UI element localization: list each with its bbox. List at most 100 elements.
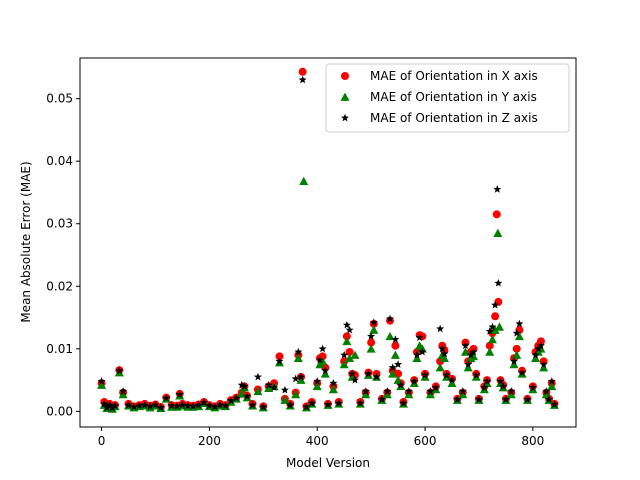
- data-point: [490, 325, 500, 334]
- data-point: [253, 386, 263, 396]
- data-point: [369, 325, 379, 334]
- y-tick-label: 0.02: [46, 279, 73, 293]
- data-point: [264, 380, 273, 389]
- data-point: [474, 395, 483, 403]
- data-point: [480, 383, 489, 391]
- data-point: [342, 332, 351, 341]
- data-point: [237, 380, 246, 389]
- data-point: [105, 400, 114, 409]
- data-point: [539, 363, 549, 372]
- data-point: [539, 360, 548, 368]
- data-point: [151, 400, 160, 409]
- legend-marker-star-icon: [341, 113, 349, 122]
- data-point: [466, 350, 475, 359]
- data-point: [469, 347, 478, 356]
- data-point: [334, 399, 343, 407]
- legend-entry-label: MAE of Orientation in X axis: [370, 69, 538, 83]
- data-point: [472, 370, 481, 379]
- data-point: [367, 332, 376, 340]
- data-point: [541, 389, 551, 399]
- data-point: [270, 383, 279, 391]
- data-point: [232, 394, 241, 402]
- data-point: [320, 369, 330, 378]
- data-point: [342, 336, 352, 346]
- data-point: [545, 395, 554, 403]
- data-point: [129, 402, 138, 411]
- data-point: [388, 369, 398, 378]
- data-point: [297, 372, 306, 381]
- data-point: [528, 383, 537, 391]
- data-point: [275, 352, 284, 361]
- data-point: [102, 403, 111, 412]
- data-point: [194, 400, 203, 409]
- data-point: [367, 338, 376, 347]
- data-point: [298, 75, 307, 84]
- data-point: [205, 401, 214, 410]
- data-point: [485, 347, 495, 356]
- data-point: [291, 374, 300, 383]
- data-point: [493, 185, 502, 193]
- y-axis-title: Mean Absolute Error (MAE): [19, 161, 33, 322]
- data-point: [124, 400, 133, 409]
- data-point: [275, 357, 284, 365]
- data-point: [439, 353, 449, 363]
- data-point: [458, 387, 467, 395]
- data-point: [523, 395, 532, 403]
- data-point: [547, 377, 556, 385]
- data-point: [313, 377, 322, 385]
- data-point: [512, 350, 522, 359]
- data-point: [293, 353, 303, 363]
- data-point: [364, 369, 373, 378]
- data-point: [350, 350, 360, 359]
- data-point: [318, 344, 327, 353]
- data-point: [175, 390, 184, 398]
- data-point: [396, 380, 405, 389]
- data-point: [345, 325, 354, 334]
- data-point: [485, 327, 494, 335]
- data-point: [280, 385, 289, 394]
- data-point: [369, 318, 378, 326]
- data-point: [253, 372, 262, 381]
- data-point: [135, 401, 144, 410]
- data-point: [512, 328, 521, 337]
- data-point: [173, 402, 182, 410]
- data-point: [259, 402, 268, 411]
- data-point: [458, 389, 468, 399]
- data-point: [111, 401, 120, 410]
- data-point: [318, 356, 328, 366]
- y-tick-label: 0.05: [46, 92, 73, 106]
- data-point: [118, 389, 128, 399]
- data-point: [550, 400, 559, 408]
- data-point: [216, 400, 225, 409]
- data-point: [385, 331, 395, 341]
- data-point: [418, 347, 427, 356]
- data-point: [324, 400, 332, 408]
- data-point: [361, 389, 371, 399]
- data-point: [162, 394, 171, 402]
- data-point: [315, 355, 324, 364]
- x-tick-label: 200: [198, 434, 221, 448]
- data-point: [487, 334, 497, 344]
- data-point: [210, 402, 219, 411]
- data-point: [421, 370, 430, 379]
- data-point: [460, 347, 470, 356]
- data-point: [391, 335, 400, 343]
- data-point: [453, 395, 462, 403]
- plot-area-frame: [79, 57, 577, 428]
- data-point: [302, 402, 311, 411]
- data-point: [463, 363, 473, 372]
- data-point: [542, 387, 551, 395]
- data-point: [391, 341, 400, 350]
- data-point: [294, 347, 303, 356]
- data-point: [345, 353, 355, 363]
- data-point: [383, 387, 392, 395]
- data-point: [299, 176, 309, 186]
- data-point: [183, 401, 192, 410]
- data-point: [512, 344, 521, 353]
- data-point: [509, 359, 519, 369]
- data-point: [426, 387, 435, 395]
- data-point: [547, 381, 557, 391]
- y-tick-label: 0.03: [46, 217, 73, 231]
- data-point: [515, 319, 524, 328]
